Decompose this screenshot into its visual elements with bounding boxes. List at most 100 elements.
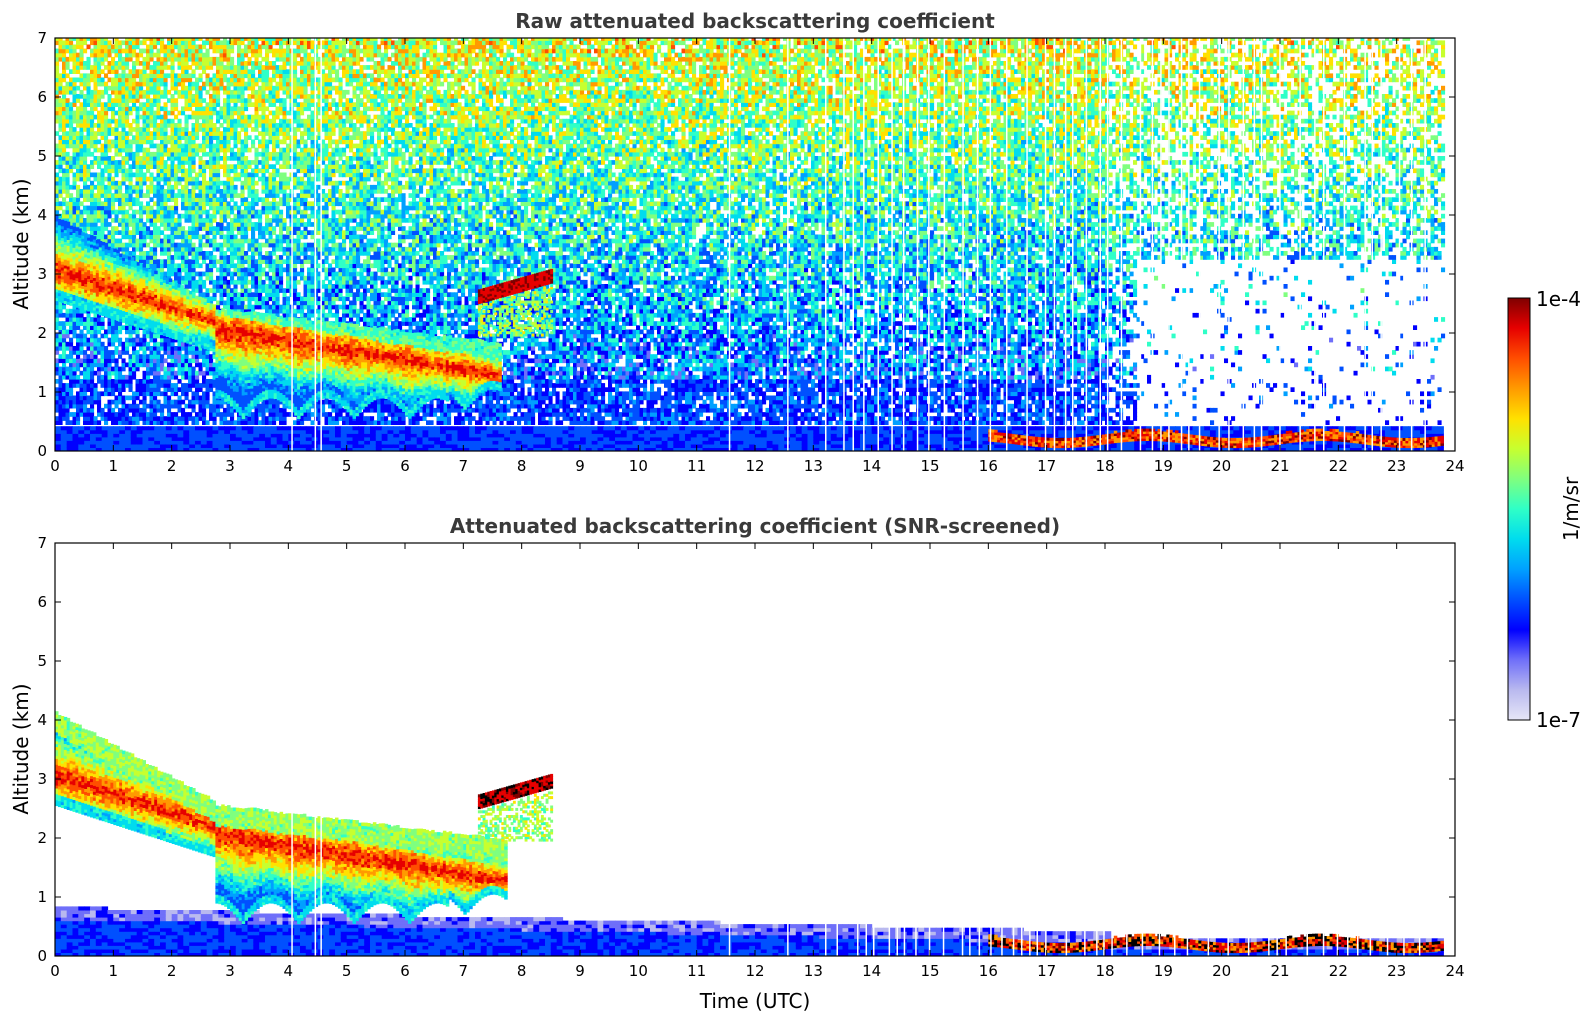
noise-cell xyxy=(163,65,168,70)
noise-cell xyxy=(104,350,109,355)
noise-cell xyxy=(237,131,242,136)
noise-cell xyxy=(69,337,74,343)
noise-cell xyxy=(111,44,116,50)
noise-cell xyxy=(93,226,98,231)
noise-cell xyxy=(198,77,203,83)
noise-cell xyxy=(93,197,98,202)
noise-cell xyxy=(233,98,238,103)
noise-cell xyxy=(268,81,273,87)
noise-cell xyxy=(107,201,112,207)
noise-cell xyxy=(153,226,158,231)
noise-cell xyxy=(58,337,63,343)
noise-cell xyxy=(167,399,172,405)
noise-cell xyxy=(118,94,123,99)
noise-cell xyxy=(139,222,144,227)
noise-cell xyxy=(272,98,277,103)
noise-cell xyxy=(251,193,256,198)
noise-cell xyxy=(170,110,175,116)
noise-cell xyxy=(181,184,186,190)
noise-cell xyxy=(107,399,112,405)
noise-cell xyxy=(65,156,70,161)
noise-cell xyxy=(202,61,207,66)
noise-cell xyxy=(153,213,158,219)
noise-cell xyxy=(209,238,214,244)
noise-cell xyxy=(90,38,95,41)
noise-cell xyxy=(261,184,266,190)
noise-cell xyxy=(261,230,266,235)
noise-cell xyxy=(83,325,88,330)
noise-cell xyxy=(153,255,158,260)
noise-cell xyxy=(72,38,77,41)
noise-cell xyxy=(237,304,242,310)
noise-cell xyxy=(268,135,273,140)
noise-cell xyxy=(205,354,210,359)
noise-cell xyxy=(205,38,210,41)
noise-cell xyxy=(198,65,203,70)
noise-cell xyxy=(258,160,263,165)
noise-cell xyxy=(153,407,158,413)
noise-cell xyxy=(107,370,112,376)
noise-cell xyxy=(104,184,109,190)
noise-cell xyxy=(62,127,67,132)
noise-cell xyxy=(107,350,112,355)
noise-cell xyxy=(240,38,245,41)
noise-cell xyxy=(174,106,179,112)
noise-cell xyxy=(160,366,165,372)
noise-cell xyxy=(198,73,203,79)
noise-cell xyxy=(121,61,126,66)
noise-cell xyxy=(272,52,277,58)
noise-cell xyxy=(79,106,84,112)
noise-cell xyxy=(125,131,130,136)
noise-cell xyxy=(240,65,245,70)
noise-cell xyxy=(212,374,217,380)
noise-cell xyxy=(272,226,277,231)
noise-cell xyxy=(128,197,133,202)
noise-cell xyxy=(111,420,116,425)
noise-cell xyxy=(247,69,252,74)
noise-cell xyxy=(86,143,91,149)
noise-cell xyxy=(226,85,231,91)
noise-cell xyxy=(62,77,67,83)
noise-cell xyxy=(202,168,207,174)
noise-cell xyxy=(149,218,154,223)
noise-cell xyxy=(118,242,123,248)
noise-cell xyxy=(261,110,266,116)
noise-cell xyxy=(177,176,182,182)
noise-cell xyxy=(160,383,165,388)
noise-cell xyxy=(100,230,105,235)
noise-cell xyxy=(135,337,140,343)
noise-cell xyxy=(135,89,140,95)
noise-cell xyxy=(202,40,207,46)
noise-cell xyxy=(237,193,242,198)
noise-cell xyxy=(86,341,91,347)
noise-cell xyxy=(188,259,193,264)
noise-cell xyxy=(72,321,77,326)
noise-cell xyxy=(125,341,130,347)
noise-cell xyxy=(55,164,60,169)
noise-cell xyxy=(167,218,172,223)
noise-cell xyxy=(174,420,179,425)
noise-cell xyxy=(184,151,189,157)
noise-cell xyxy=(181,52,186,58)
noise-cell xyxy=(279,246,284,252)
noise-cell xyxy=(244,147,249,153)
noise-cell xyxy=(100,222,105,227)
noise-cell xyxy=(76,399,81,405)
noise-cell xyxy=(128,143,133,149)
noise-cell xyxy=(233,139,238,145)
noise-cell xyxy=(100,127,105,132)
noise-cell xyxy=(76,403,81,409)
noise-cell xyxy=(177,362,182,368)
noise-cell xyxy=(202,131,207,136)
noise-cell xyxy=(90,52,95,58)
noise-cell xyxy=(198,61,203,66)
noise-cell xyxy=(244,275,249,281)
noise-cell xyxy=(254,156,259,161)
noise-cell xyxy=(209,383,214,388)
noise-cell xyxy=(191,102,196,107)
noise-cell xyxy=(163,172,168,178)
noise-cell xyxy=(156,420,161,425)
noise-cell xyxy=(167,374,172,380)
noise-cell xyxy=(191,284,196,289)
noise-cell xyxy=(55,201,60,207)
